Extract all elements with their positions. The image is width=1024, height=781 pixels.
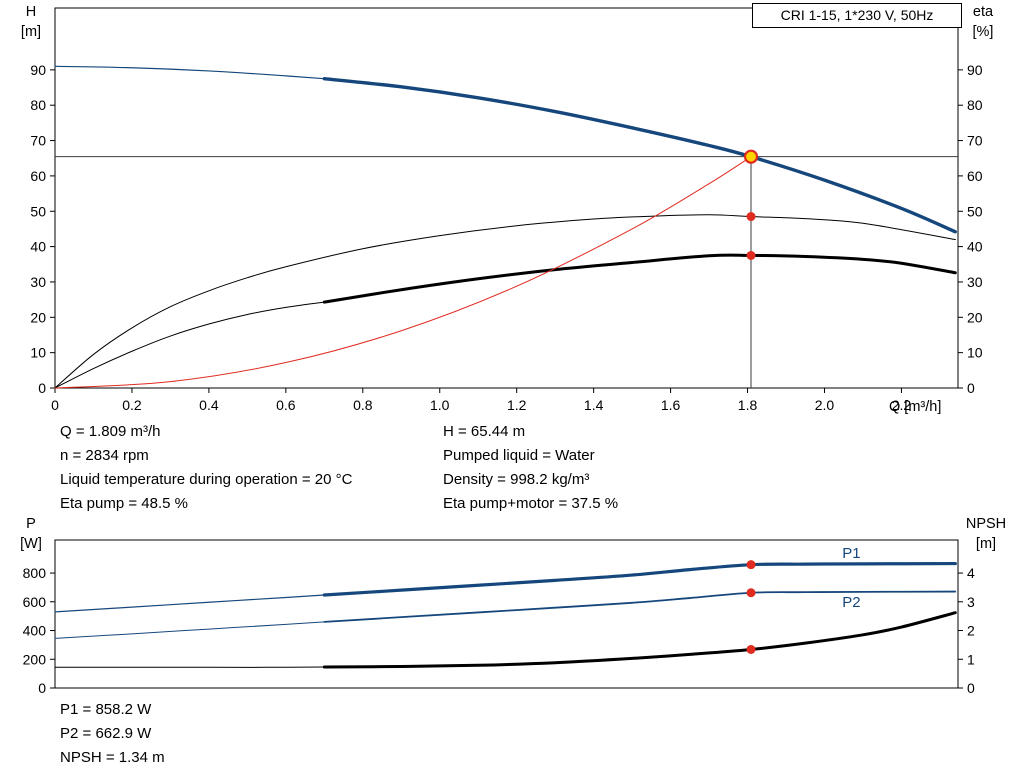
x-tick-label: 1.0	[430, 397, 450, 413]
y-left-tick-label: 10	[30, 345, 46, 361]
y-left-tick-label: 50	[30, 203, 46, 219]
chart-frame-0	[54, 7, 959, 389]
eta-axis-name: eta	[972, 4, 994, 20]
x-tick-label: 1.4	[584, 397, 604, 413]
info-line-flow: Q = 1.809 m³/h	[60, 423, 161, 440]
result-line-npsh: NPSH = 1.34 m	[60, 749, 165, 766]
h-axis-name: H	[25, 4, 37, 20]
x-tick-label: 0	[51, 397, 59, 413]
npsh-axis-label: NPSH [m]	[958, 514, 1014, 554]
head-curve-thin	[54, 65, 325, 80]
curve-label-p2: P2	[842, 594, 860, 611]
y-right-tick-label: 80	[967, 97, 983, 113]
h-axis-unit: [m]	[20, 24, 42, 40]
x-tick-label: 1.2	[507, 397, 527, 413]
y-right-tick-label: 1	[967, 651, 975, 667]
p2-curve	[323, 590, 957, 623]
y-left-tick-label: 600	[23, 594, 47, 610]
head-curve	[322, 76, 958, 234]
x-tick-label: 0.8	[353, 397, 373, 413]
y-right-tick-label: 70	[967, 133, 983, 149]
y-right-tick-label: 40	[967, 239, 983, 255]
y-left-tick-label: 400	[23, 623, 47, 639]
y-right-tick-label: 4	[967, 565, 975, 581]
y-right-tick-label: 2	[967, 623, 975, 639]
y-left-tick-label: 90	[30, 62, 46, 78]
y-left-tick-label: 0	[38, 380, 46, 396]
y-left-tick-label: 0	[38, 680, 46, 696]
duty-curve-red	[54, 156, 752, 389]
y-left-tick-label: 30	[30, 274, 46, 290]
info-line-head: H = 65.44 m	[443, 423, 526, 440]
y-left-tick-label: 60	[30, 168, 46, 184]
result-line-p2: P2 = 662.9 W	[60, 725, 152, 742]
info-line-speed: n = 2834 rpm	[60, 447, 149, 464]
y-right-tick-label: 3	[967, 594, 975, 610]
y-right-tick-label: 90	[967, 62, 983, 78]
power-npsh-results: P1 = 858.2 W P2 = 662.9 W NPSH = 1.34 m	[60, 698, 165, 770]
info-line-eta-pump: Eta pump = 48.5 %	[60, 495, 188, 512]
p1-point-marker	[746, 560, 756, 570]
y-right-tick-label: 0	[967, 380, 975, 396]
p-axis-name: P	[26, 516, 36, 532]
npsh-axis-name: NPSH	[965, 516, 1007, 532]
p1-curve-thin	[54, 594, 325, 613]
x-tick-label: 0.2	[122, 397, 142, 413]
eta-pump-point-marker	[746, 212, 756, 222]
eta-pump-motor-curve-thin	[54, 301, 325, 389]
x-tick-label: 2.0	[815, 397, 835, 413]
chart-frame-1	[54, 539, 959, 689]
y-right-tick-label: 50	[967, 203, 983, 219]
pump-title-box: CRI 1-15, 1*230 V, 50Hz	[752, 3, 962, 28]
x-tick-label: 0.4	[199, 397, 219, 413]
y-right-tick-label: 30	[967, 274, 983, 290]
npsh-point-marker	[746, 644, 756, 654]
operating-point-marker	[743, 149, 759, 164]
y-left-tick-label: 70	[30, 133, 46, 149]
y-left-tick-label: 800	[23, 565, 47, 581]
y-left-tick-label: 20	[30, 309, 46, 325]
operating-data-left-column: Q = 1.809 m³/h n = 2834 rpm Liquid tempe…	[60, 420, 352, 516]
x-tick-label: 1.6	[661, 397, 681, 413]
p-axis-unit: [W]	[20, 536, 42, 552]
npsh-curve	[322, 611, 957, 669]
info-line-eta-pump-motor: Eta pump+motor = 37.5 %	[443, 495, 619, 512]
eta-pump-motor-curve	[322, 253, 957, 304]
p2-point-marker	[746, 588, 756, 598]
y-right-tick-label: 20	[967, 309, 983, 325]
x-tick-label: 1.8	[738, 397, 758, 413]
operating-data-right-column: H = 65.44 m Pumped liquid = Water Densit…	[443, 420, 618, 516]
eta-axis-label: eta [%]	[962, 2, 1004, 42]
p2-curve-thin	[54, 621, 325, 639]
p-axis-label: P [W]	[12, 514, 50, 554]
info-line-pumped-liquid: Pumped liquid = Water	[443, 447, 595, 464]
npsh-axis-unit: [m]	[975, 536, 997, 552]
info-line-density: Density = 998.2 kg/m³	[443, 471, 590, 488]
y-right-tick-label: 60	[967, 168, 983, 184]
info-line-liquid-temperature: Liquid temperature during operation = 20…	[60, 471, 353, 488]
curve-label-p1: P1	[842, 545, 860, 562]
eta-pump-curve	[54, 214, 956, 389]
p1-curve	[322, 561, 957, 597]
x-tick-label: 2.2	[892, 397, 912, 413]
y-left-tick-label: 200	[23, 651, 47, 667]
x-tick-label: 0.6	[276, 397, 296, 413]
y-left-tick-label: 40	[30, 239, 46, 255]
y-left-tick-label: 80	[30, 97, 46, 113]
h-axis-label: H [m]	[12, 2, 50, 42]
result-line-p1: P1 = 858.2 W	[60, 701, 152, 718]
q-axis-label: Q [m³/h]	[889, 399, 942, 415]
eta-pump-motor-point-marker	[746, 250, 756, 260]
y-right-tick-label: 0	[967, 680, 975, 696]
eta-axis-unit: [%]	[972, 24, 994, 40]
y-right-tick-label: 10	[967, 345, 983, 361]
